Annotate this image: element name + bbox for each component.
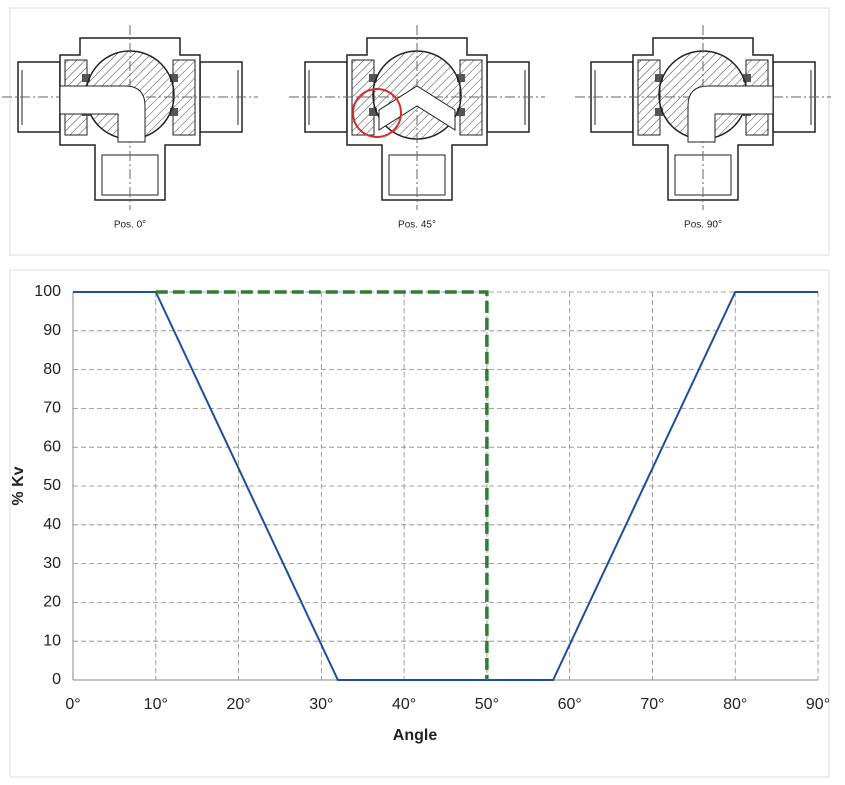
x-tick-label: 60°	[558, 696, 582, 713]
caption: Pos. 0°	[114, 220, 146, 231]
valve-0	[1, 24, 259, 211]
x-tick-label: 0°	[65, 696, 80, 713]
y-tick-label: 30	[43, 555, 61, 572]
caption: Pos. 45°	[398, 220, 436, 231]
x-tick-label: 50°	[475, 696, 499, 713]
x-tick-label: 90°	[806, 696, 830, 713]
x-axis-title: Angle	[393, 727, 438, 744]
y-tick-label: 90	[43, 322, 61, 339]
x-tick-label: 20°	[226, 696, 250, 713]
series-line	[73, 291, 818, 681]
x-tick-label: 40°	[392, 696, 416, 713]
y-tick-label: 50	[43, 477, 61, 494]
y-tick-label: 80	[43, 361, 61, 378]
y-tick-label: 100	[34, 283, 61, 300]
y-tick-label: 40	[43, 516, 61, 533]
valve-90	[574, 24, 832, 211]
x-tick-label: 70°	[640, 696, 664, 713]
x-tick-label: 10°	[144, 696, 168, 713]
valve-45	[288, 24, 546, 211]
caption: Pos. 90°	[684, 220, 722, 231]
plot: 0 10 20 30 40 50 60 70 80 90 100 0° 10° 20° 30° 40° 50° 6…	[34, 283, 830, 713]
y-axis-title: % Kv	[10, 466, 27, 505]
x-tick-label: 30°	[309, 696, 333, 713]
y-tick-label: 0	[52, 671, 61, 688]
x-tick-label: 80°	[723, 696, 747, 713]
chart-panel	[9, 269, 830, 778]
series-line	[155, 290, 489, 680]
y-tick-label: 70	[43, 400, 61, 417]
y-tick-label: 10	[43, 632, 61, 649]
y-tick-label: 60	[43, 438, 61, 455]
y-tick-label: 20	[43, 594, 61, 611]
